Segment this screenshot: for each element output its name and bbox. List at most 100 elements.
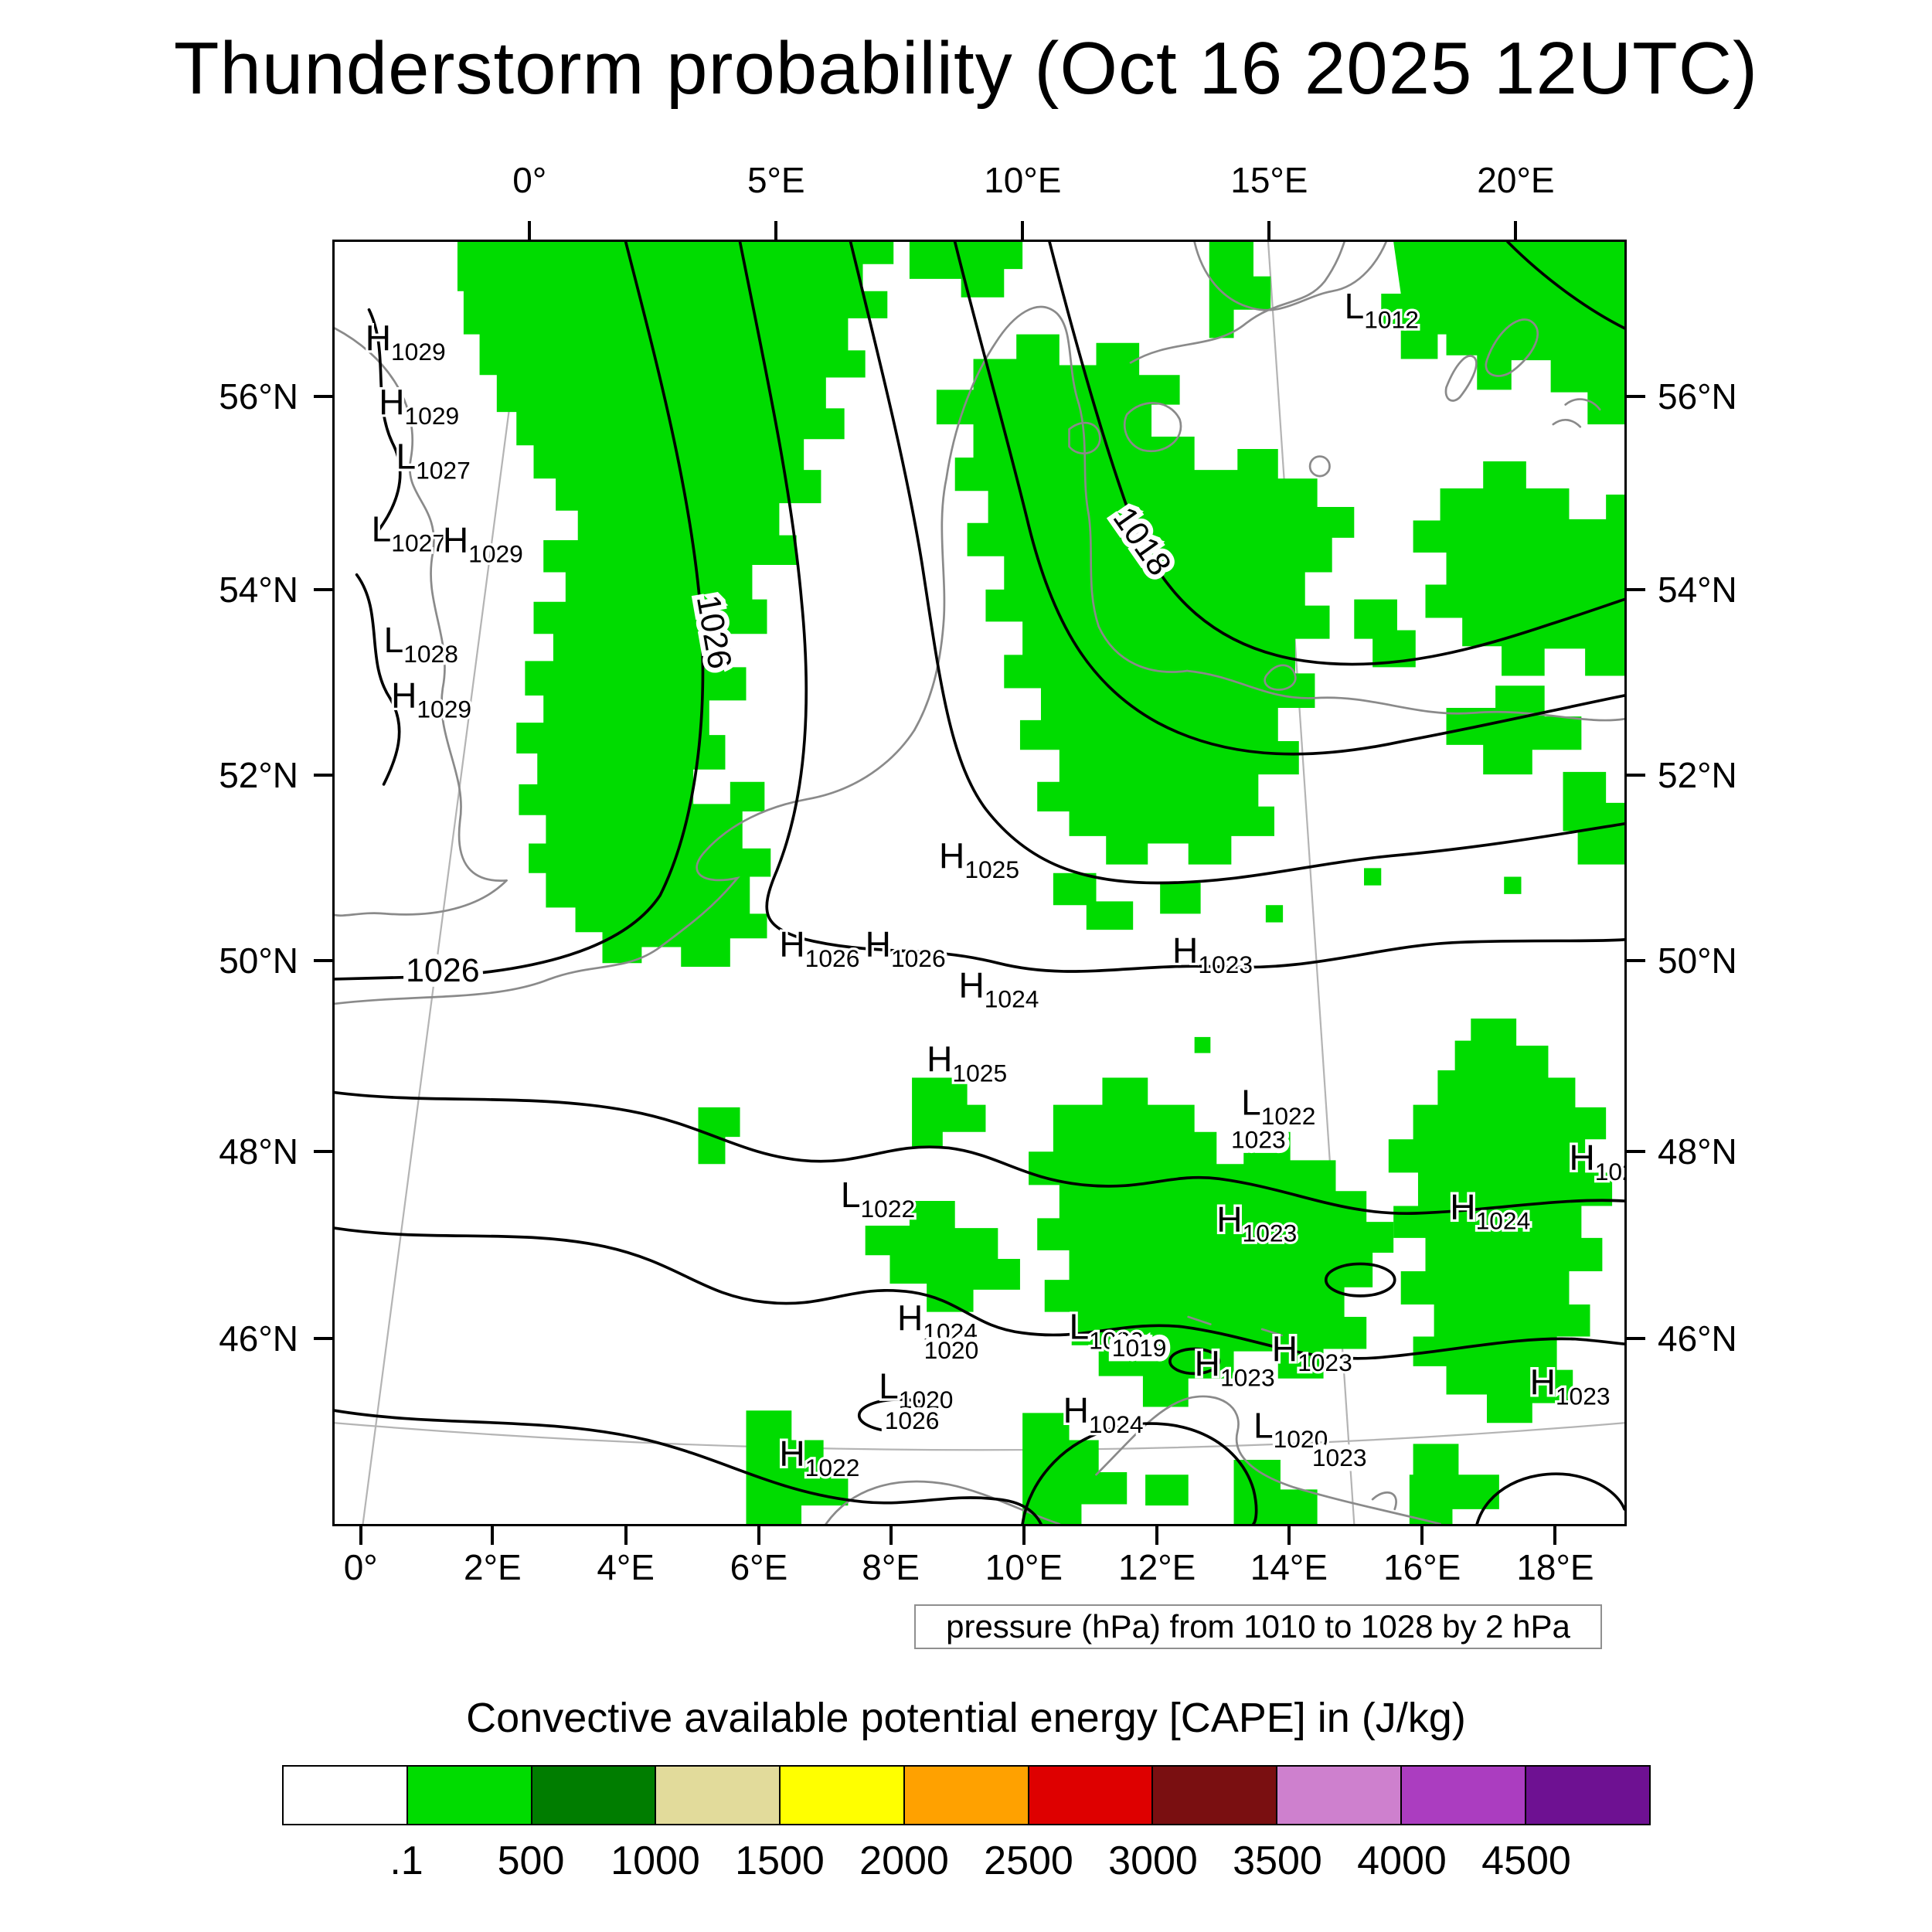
axis-tick: [1022, 1526, 1026, 1545]
colorbar-cell: [530, 1765, 657, 1825]
colorbar: [282, 1765, 1651, 1825]
colorbar-cell: [406, 1765, 533, 1825]
map-plot-area: H1029 H1029 L1027 L1027 H1029 L1028 H1029 L1012…: [332, 240, 1627, 1526]
low-pressure-marker: L1022: [841, 1175, 915, 1223]
colorbar-title: Convective available potential energy [C…: [466, 1695, 1466, 1741]
bottom-axis-label: 10°E: [985, 1547, 1063, 1587]
isobar-value-label: 1020: [924, 1336, 979, 1364]
colorbar-tick-label: 500: [497, 1838, 565, 1883]
axis-tick: [1627, 1336, 1645, 1340]
colorbar-tick-label: 3500: [1233, 1838, 1322, 1883]
axis-tick: [1514, 221, 1518, 240]
high-pressure-marker: H1026: [779, 924, 859, 972]
low-pressure-marker: L1027: [372, 509, 446, 557]
right-axis-label: 50°N: [1658, 940, 1737, 981]
axis-tick: [1627, 1149, 1645, 1153]
left-axis-label: 52°N: [219, 755, 298, 796]
left-axis-label: 50°N: [219, 940, 298, 981]
colorbar-cell: [1400, 1765, 1527, 1825]
colorbar-tick-label: 4500: [1481, 1838, 1571, 1883]
axis-tick: [528, 221, 532, 240]
axis-tick: [1420, 1526, 1424, 1545]
high-pressure-marker: H1024: [1063, 1390, 1144, 1438]
low-pressure-marker: L1020: [879, 1366, 953, 1413]
isobar-value-label: 1019: [1112, 1334, 1167, 1362]
axis-tick: [1267, 221, 1271, 240]
bottom-axis-label: 0°: [343, 1547, 378, 1587]
axis-tick: [1627, 588, 1645, 592]
axis-tick: [314, 774, 332, 777]
axis-tick: [1553, 1526, 1557, 1545]
right-axis-label: 54°N: [1658, 570, 1737, 611]
left-axis-label: 54°N: [219, 570, 298, 611]
colorbar-cell: [1151, 1765, 1278, 1825]
pressure-note-box: pressure (hPa) from 1010 to 1028 by 2 hP…: [914, 1604, 1602, 1649]
colorbar-tick-label: 4000: [1357, 1838, 1447, 1883]
axis-tick: [314, 1336, 332, 1340]
axis-tick: [757, 1526, 760, 1545]
bottom-axis-label: 8°E: [862, 1547, 920, 1587]
high-pressure-marker: H1029: [391, 675, 471, 723]
left-axis-label: 56°N: [219, 376, 298, 417]
right-axis-label: 56°N: [1658, 376, 1737, 417]
axis-tick: [1021, 221, 1025, 240]
bottom-axis-label: 6°E: [730, 1547, 788, 1587]
colorbar-tick-label: 2500: [984, 1838, 1073, 1883]
axis-tick: [491, 1526, 495, 1545]
axis-tick: [1155, 1526, 1159, 1545]
isobar-value-label: 1023: [1312, 1444, 1367, 1471]
bottom-axis-label: 4°E: [597, 1547, 655, 1587]
axis-tick: [359, 1526, 362, 1545]
bottom-axis-label: 14°E: [1250, 1547, 1328, 1587]
low-pressure-marker: L1027: [396, 436, 470, 484]
axis-tick: [314, 588, 332, 592]
colorbar-cell: [779, 1765, 906, 1825]
cape-shaded-regions: [457, 242, 1624, 1524]
colorbar-tick-label: .1: [389, 1838, 423, 1883]
high-pressure-marker: H1023: [1216, 1199, 1297, 1247]
bottom-axis-label: 12°E: [1118, 1547, 1196, 1587]
low-pressure-marker: L1028: [384, 620, 458, 668]
colorbar-cell: [282, 1765, 409, 1825]
top-axis-label: 10°E: [984, 160, 1062, 200]
colorbar-tick-label: 2000: [859, 1838, 949, 1883]
isobar-value-label: 1023: [1231, 1125, 1286, 1153]
pressure-note-text: pressure (hPa) from 1010 to 1028 by 2 hP…: [946, 1608, 1570, 1645]
high-pressure-marker: H1023: [1172, 930, 1253, 978]
colorbar-tick-label: 3000: [1108, 1838, 1198, 1883]
colorbar-cell: [1027, 1765, 1154, 1825]
high-pressure-marker: H1029: [443, 520, 523, 568]
axis-tick: [1287, 1526, 1291, 1545]
low-pressure-marker: L1022: [1241, 1082, 1315, 1130]
bottom-axis-label: 18°E: [1516, 1547, 1594, 1587]
axis-tick: [774, 221, 778, 240]
page-title: Thunderstorm probability (Oct 16 2025 12…: [173, 27, 1759, 110]
isobar-value-label: 1026: [406, 952, 479, 989]
high-pressure-marker: H1025: [939, 835, 1019, 883]
right-axis-label: 52°N: [1658, 755, 1737, 796]
axis-tick: [1627, 959, 1645, 963]
top-axis-label: 20°E: [1477, 160, 1555, 200]
high-pressure-marker: H1024: [958, 965, 1039, 1013]
axis-tick: [624, 1526, 628, 1545]
axis-tick: [889, 1526, 893, 1545]
colorbar-cell: [1276, 1765, 1403, 1825]
left-axis-label: 48°N: [219, 1131, 298, 1172]
top-axis-label: 0°: [512, 160, 547, 200]
top-axis-label: 5°E: [747, 160, 805, 200]
axis-tick: [314, 959, 332, 963]
colorbar-cell: [903, 1765, 1030, 1825]
axis-tick: [1627, 774, 1645, 777]
right-axis-label: 46°N: [1658, 1318, 1737, 1359]
right-axis-label: 48°N: [1658, 1131, 1737, 1172]
isobar-contours: [335, 242, 1624, 1524]
colorbar-cell: [655, 1765, 781, 1825]
coastlines: [335, 242, 1624, 1524]
top-axis-label: 15°E: [1230, 160, 1308, 200]
high-pressure-marker: H1026: [866, 924, 946, 972]
axis-tick: [314, 395, 332, 399]
map-canvas: H1029H1029L1027L1027H1029L1028H1029L1012…: [335, 242, 1624, 1524]
colorbar-tick-label: 1000: [611, 1838, 700, 1883]
bottom-axis-label: 16°E: [1383, 1547, 1461, 1587]
